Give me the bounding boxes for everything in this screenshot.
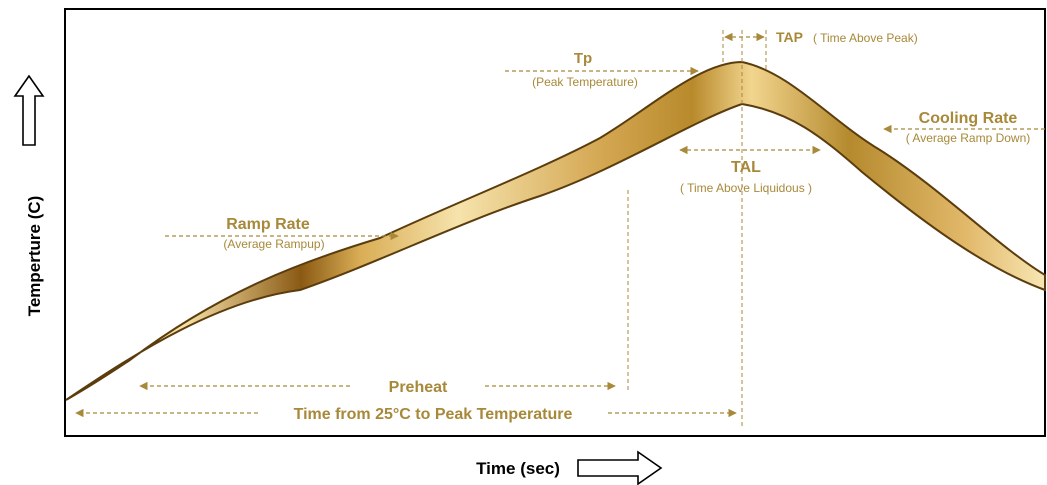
- tp-subtitle: (Peak Temperature): [532, 75, 638, 89]
- y-axis-title: Temperture (C): [25, 196, 44, 317]
- tap-subtitle: ( Time Above Peak): [813, 31, 918, 45]
- x-axis-title: Time (sec): [476, 459, 560, 478]
- plot-frame: [64, 8, 1046, 437]
- tal-subtitle: ( Time Above Liquidous ): [680, 181, 812, 195]
- tap-title: TAP: [776, 29, 803, 45]
- ramp-rate-subtitle: (Average Rampup): [223, 237, 324, 251]
- x-axis-arrow-icon: [577, 450, 663, 485]
- y-axis-arrow-icon: [13, 74, 45, 146]
- tp-title: Tp: [574, 50, 592, 67]
- tal-title: TAL: [731, 159, 761, 176]
- ramp-rate-title: Ramp Rate: [226, 216, 310, 233]
- preheat-title: Preheat: [389, 379, 448, 396]
- time-to-peak-title: Time from 25°C to Peak Temperature: [294, 406, 573, 423]
- cooling-rate-subtitle: ( Average Ramp Down): [906, 131, 1031, 145]
- temperature-profile-band: [65, 60, 1046, 401]
- cooling-rate-title: Cooling Rate: [919, 110, 1018, 127]
